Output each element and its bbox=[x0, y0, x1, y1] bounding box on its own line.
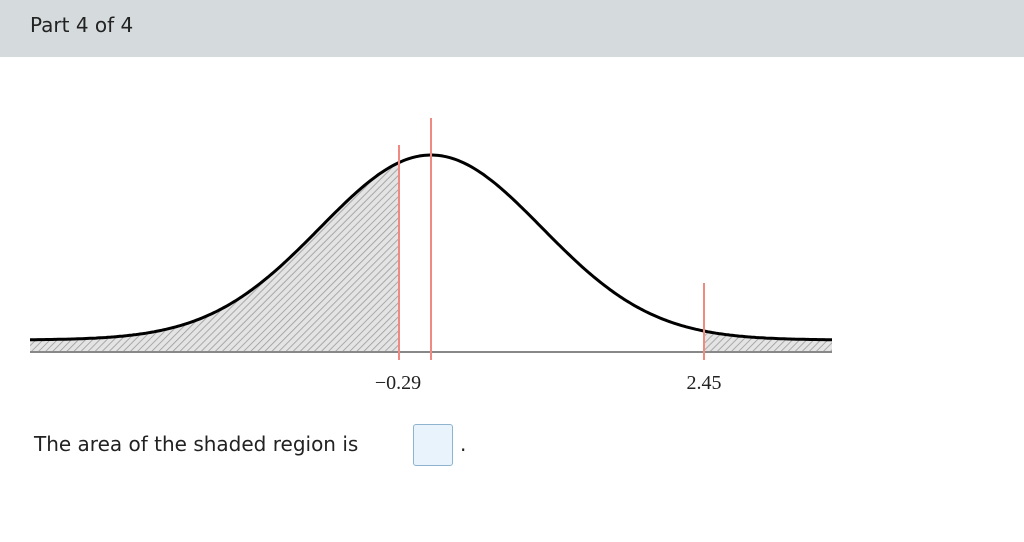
punctuation: . bbox=[460, 432, 467, 456]
question-text: The area of the shaded region is bbox=[34, 432, 359, 456]
header: Part 4 of 4 bbox=[0, 0, 1024, 57]
normal-curve-figure: −0.29 2.45 bbox=[30, 118, 832, 394]
shaded-left bbox=[30, 162, 399, 352]
marker-label: −0.29 bbox=[375, 372, 421, 394]
answer-input[interactable] bbox=[413, 424, 453, 466]
marker-label: 2.45 bbox=[687, 372, 722, 394]
part-title: Part 4 of 4 bbox=[30, 13, 134, 37]
